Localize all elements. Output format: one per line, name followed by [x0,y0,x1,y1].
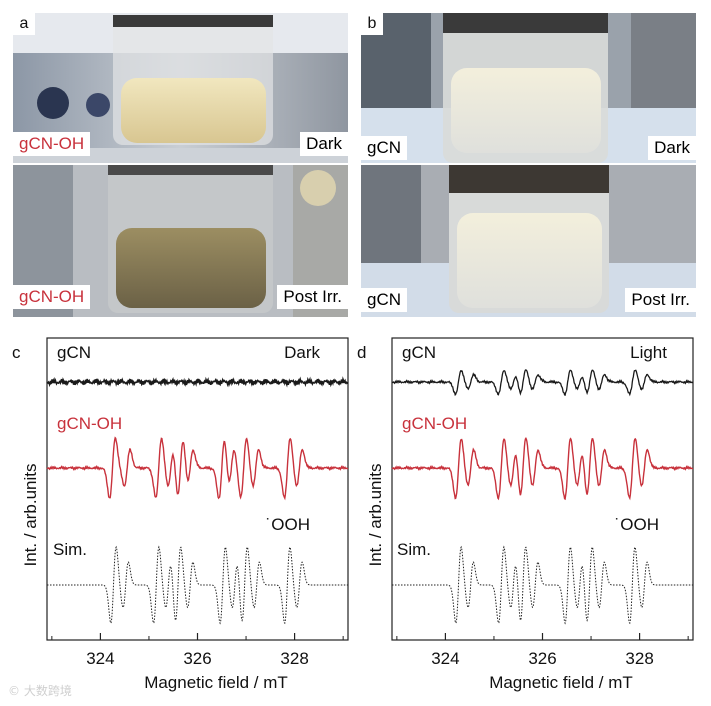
chart-d-series-1-condition: Light [630,343,667,362]
chart-d-trace-sim [392,545,693,625]
epr-chart-c: c Int. / arb.units Magnetic field / mT g… [12,337,349,692]
chart-c-xlabel: Magnetic field / mT [144,673,288,692]
epr-chart-d: d Int. / arb.units Magnetic field / mT g… [357,337,694,692]
panel-letter-d: d [357,343,366,362]
chart-d-ticks: 324 326 328 [396,633,689,668]
chart-d-trace-gcn [391,369,694,397]
chart-c-trace-gcn [46,376,349,388]
chart-d-ylabel: Int. / arb.units [366,464,385,567]
chart-d-xlabel: Magnetic field / mT [489,673,633,692]
chart-c-trace-gcn-oh [46,436,349,501]
photo-b-top-right-label: Dark [648,136,696,160]
watermark: © 大数跨境 [8,684,72,698]
chart-d-trace-gcn-oh [391,436,694,501]
chart-c-series-1-condition: Dark [284,343,320,362]
chart-c-series-1-label: gCN [57,343,91,362]
x-tick-label: 326 [183,649,211,668]
photo-panel-a: a gCN-OH Dark gCN-OH Post Irr. [13,13,348,317]
x-tick-label: 326 [528,649,556,668]
x-tick-label: 328 [280,649,308,668]
chart-d-series-1-label: gCN [402,343,436,362]
x-tick-label: 324 [86,649,114,668]
chart-c-trace-sim [47,545,348,625]
chart-c-sim-label: Sim. [53,540,87,559]
panel-letter-b: b [361,13,383,35]
photo-a-bottom-right-label: Post Irr. [277,285,348,309]
chart-c-series-2-label: gCN-OH [57,414,122,433]
photo-a-top-right-label: Dark [300,132,348,156]
x-tick-label: 324 [431,649,459,668]
beaker-photo-a [13,13,348,317]
photo-panel-b: b gCN Dark gCN Post Irr. [361,13,696,317]
photo-b-top-left-label: gCN [361,136,408,160]
photo-a-bottom-left-label: gCN-OH [13,285,91,309]
chart-c-annotation: ˙OOH [266,515,310,534]
panel-letter-c: c [12,343,21,362]
photo-b-bottom-right-label: Post Irr. [625,288,696,312]
chart-d-sim-label: Sim. [397,540,431,559]
photo-a-top-left-label: gCN-OH [13,132,91,156]
photo-b-bottom-left-label: gCN [361,288,408,312]
x-tick-label: 328 [625,649,653,668]
chart-c-ylabel: Int. / arb.units [21,464,40,567]
panel-letter-a: a [13,13,35,35]
chart-d-annotation: ˙OOH [615,515,659,534]
chart-d-series-2-label: gCN-OH [402,414,467,433]
chart-c-ticks: 324 326 328 [51,633,344,668]
beaker-photo-b [361,13,696,317]
